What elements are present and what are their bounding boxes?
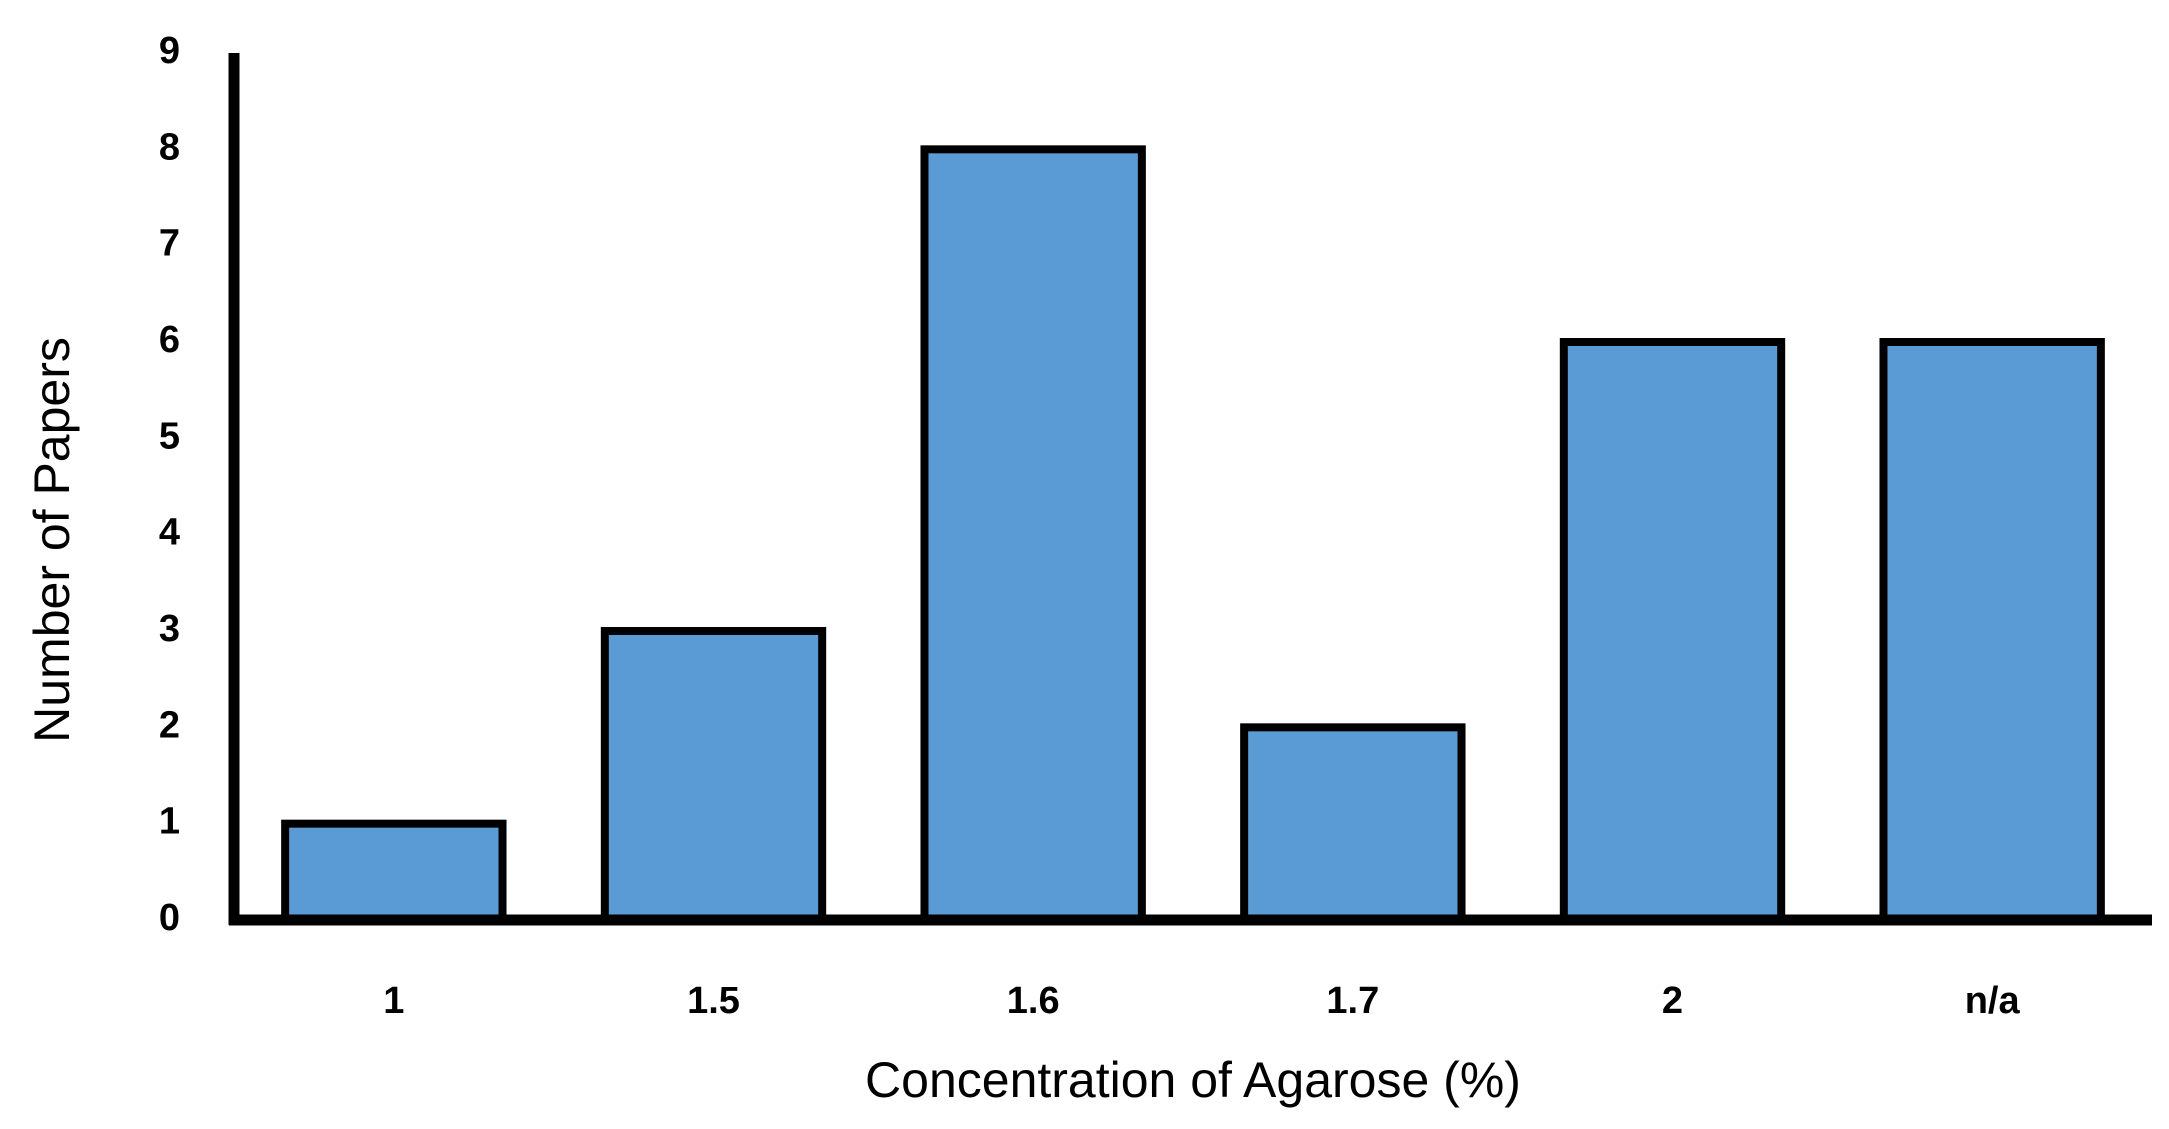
bar — [1559, 338, 1786, 924]
y-tick-label: 4 — [159, 512, 180, 554]
y-tick-label: 7 — [159, 223, 180, 265]
y-tick-label: 8 — [159, 126, 180, 168]
y-tick-label: 2 — [159, 704, 180, 746]
x-tick-label: 2 — [1662, 980, 1683, 1022]
x-tick-label: n/a — [1965, 980, 2021, 1022]
y-tick-label: 0 — [159, 897, 180, 939]
bar — [1240, 723, 1466, 924]
x-tick-label: 1.7 — [1326, 980, 1379, 1022]
x-tick-label: 1.5 — [687, 980, 740, 1022]
bar — [1879, 338, 2105, 924]
x-tick-label: 1 — [383, 980, 404, 1022]
x-tick-label: 1.6 — [1007, 980, 1060, 1022]
bar — [600, 627, 827, 924]
y-axis-title: Number of Papers — [24, 337, 80, 743]
y-tick-label: 9 — [159, 30, 180, 72]
y-tick-label: 6 — [159, 319, 180, 361]
y-tick-label: 3 — [159, 608, 180, 650]
bar — [281, 819, 507, 925]
y-tick-label: 1 — [159, 801, 180, 843]
y-tick-label: 5 — [159, 415, 180, 457]
bar — [920, 145, 1146, 925]
x-axis-title: Concentration of Agarose (%) — [865, 1052, 1521, 1108]
